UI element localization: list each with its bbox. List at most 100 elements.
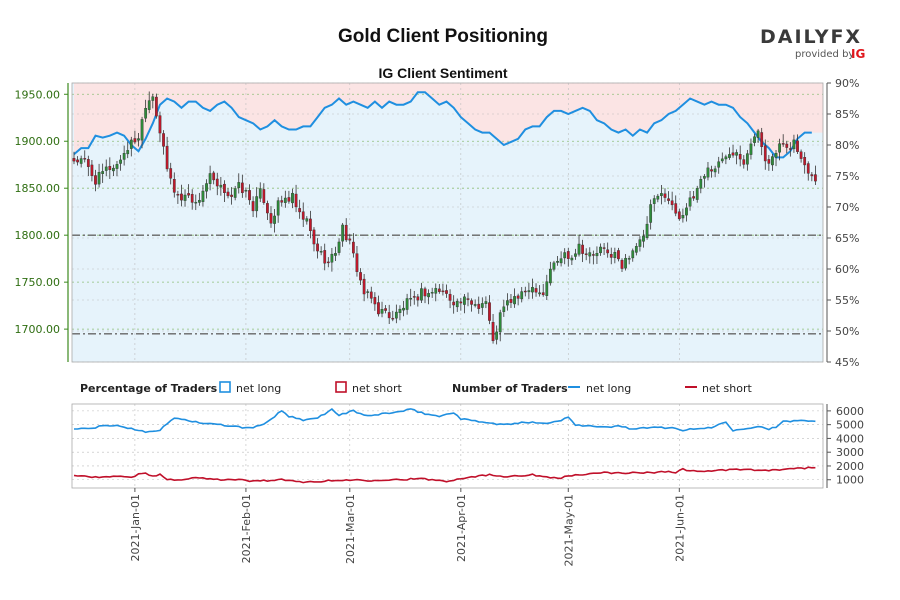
candle-body — [119, 159, 122, 164]
candle-body — [280, 200, 284, 203]
candle-body — [584, 253, 588, 255]
candle-body — [667, 198, 670, 201]
candle-body — [556, 260, 559, 263]
candle-body — [771, 156, 774, 166]
percentage-axis: 45% 50% 55% 60% 65% 70% 75% 80% 85% 90% — [827, 77, 859, 369]
candle-body — [83, 158, 87, 160]
traders-plot-grid — [72, 404, 823, 488]
candle-body — [538, 292, 541, 295]
net-long-pct-line — [73, 91, 812, 159]
percent-tick-label: 80% — [835, 139, 859, 152]
candle-body — [738, 154, 742, 160]
candle-body — [197, 199, 201, 203]
main-frame-rect — [71, 82, 824, 363]
candle-body — [814, 174, 817, 182]
candle-body — [756, 130, 760, 138]
candle-body — [205, 183, 208, 192]
candle-body — [387, 312, 391, 319]
candle-body — [215, 178, 219, 187]
candle-body — [595, 253, 599, 257]
candle-body — [369, 291, 373, 299]
candle-body — [251, 201, 255, 212]
candle-body — [115, 164, 119, 169]
candle-body — [792, 139, 796, 150]
candle-body — [699, 179, 703, 189]
traders-line-net-short — [73, 466, 816, 484]
traders-line-net-long — [74, 407, 816, 434]
legend-pct-header: Percentage of Traders — [80, 382, 218, 395]
candle-body — [588, 252, 592, 257]
candle-body — [101, 171, 105, 174]
date-tick-label: 2021-Apr-01 — [455, 494, 468, 562]
candle-body — [409, 298, 413, 300]
candle-body — [466, 298, 470, 300]
candle-body — [423, 288, 427, 297]
main-plot-frame — [67, 82, 828, 363]
percent-tick-label: 50% — [835, 325, 859, 338]
candle-body — [337, 241, 341, 253]
candle-body — [230, 194, 233, 197]
candle-body — [799, 151, 803, 159]
traders-tick-label: 3000 — [836, 446, 864, 459]
legend-num-long-label: net long — [586, 382, 631, 395]
candle-body — [455, 300, 459, 308]
candle-body — [745, 153, 749, 165]
legend-pct-long-swatch — [219, 381, 231, 393]
candle-body — [190, 194, 194, 203]
traders-frame-rect — [71, 403, 824, 489]
candle-body — [656, 195, 660, 200]
candle-body — [137, 138, 140, 141]
candle-body — [72, 158, 76, 162]
percent-tick-label: 85% — [835, 108, 859, 121]
candle-body — [255, 196, 259, 212]
date-tick-label: 2021-Mar-01 — [344, 494, 357, 564]
traders-tick-label: 6000 — [836, 405, 864, 418]
candle-body — [183, 194, 187, 201]
date-tick-label: 2021-Jan-01 — [129, 494, 142, 562]
candle-body — [781, 143, 785, 145]
candle-body — [634, 246, 638, 253]
candle-body — [169, 168, 173, 179]
candle-body — [319, 251, 323, 253]
candle-body — [430, 292, 434, 294]
candle-body — [498, 312, 502, 333]
candle-body — [606, 249, 610, 254]
percent-tick-label: 45% — [835, 356, 859, 369]
candle-body — [509, 299, 513, 303]
candle-body — [412, 296, 416, 298]
brand-name: DAILYFX — [760, 26, 862, 48]
candle-body — [359, 272, 362, 281]
candle-body — [523, 290, 527, 293]
candle-body — [506, 300, 509, 306]
date-tick-label: 2021-May-01 — [562, 494, 575, 566]
candle-body — [208, 173, 212, 184]
traders-tick-label: 1000 — [836, 474, 864, 487]
candle-body — [627, 258, 631, 260]
candle-body — [552, 262, 556, 270]
candle-body — [151, 96, 155, 101]
candle-body — [355, 253, 359, 272]
sentiment-subtitle: IG Client Sentiment — [378, 65, 507, 81]
candle-body — [420, 288, 423, 301]
traders-tick-label: 2000 — [836, 460, 864, 473]
candle-body — [581, 244, 584, 254]
candle-body — [305, 218, 309, 222]
candle-body — [652, 198, 656, 204]
candle-body — [516, 295, 520, 299]
candle-body — [491, 322, 495, 342]
candle-body — [663, 193, 667, 198]
net-short-area — [74, 83, 823, 158]
candle-body — [212, 172, 216, 181]
brand-partner: IG — [851, 47, 865, 61]
candle-body — [645, 223, 649, 238]
candle-body — [638, 239, 642, 247]
brand-logo: DAILYFX provided by IG — [760, 26, 865, 61]
traders-lines — [73, 407, 816, 484]
percent-tick-label: 90% — [835, 77, 859, 90]
candle-body — [803, 157, 807, 166]
candle-body — [352, 241, 355, 254]
legend-num-short-label: net short — [702, 382, 753, 395]
candle-body — [806, 163, 810, 174]
candle-body — [463, 296, 466, 305]
legend-num-header: Number of Traders — [452, 382, 568, 395]
